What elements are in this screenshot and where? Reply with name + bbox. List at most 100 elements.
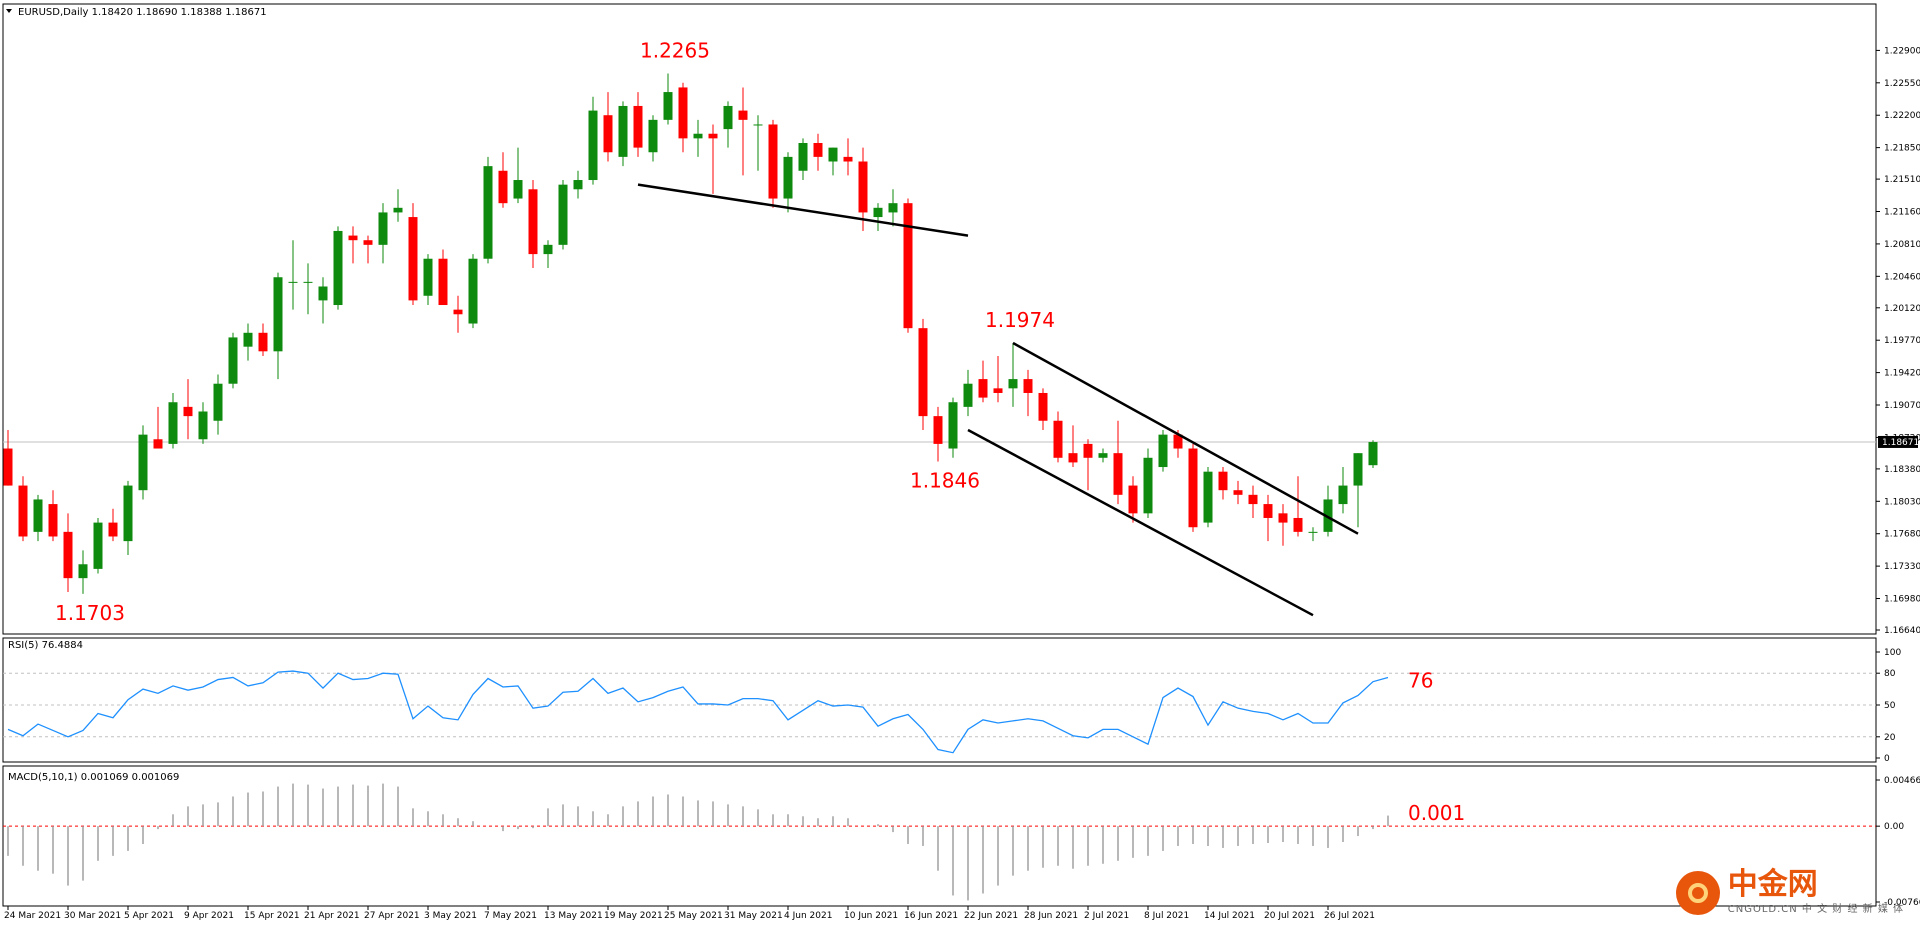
price-annotation: 1.1703	[55, 601, 125, 625]
macd-tick-label: 0.00	[1884, 822, 1904, 832]
candle-body	[828, 147, 838, 162]
candle-body	[1158, 434, 1168, 468]
candle-body	[93, 522, 103, 569]
candle-body	[1053, 420, 1063, 458]
rsi-label: RSI(5) 76.4884	[8, 640, 83, 651]
candle-body	[363, 240, 373, 245]
candle-body	[78, 564, 88, 579]
candle-body	[138, 434, 148, 491]
x-tick-label: 16 Jun 2021	[904, 911, 958, 921]
rsi-value-annotation: 76	[1408, 668, 1433, 692]
price-tick-label: 1.20120	[1884, 304, 1920, 314]
candle-body	[1143, 457, 1153, 514]
rsi-pane[interactable]: 100 80 50 20 0 76	[2, 637, 1901, 764]
candle-body	[153, 439, 163, 449]
x-tick-label: 19 May 2021	[604, 911, 663, 921]
candle-body	[453, 309, 463, 315]
rsi-tick-label: 80	[1884, 669, 1896, 679]
candle-body	[1308, 531, 1318, 533]
x-tick-label: 25 May 2021	[664, 911, 723, 921]
candle-body	[798, 142, 808, 171]
price-annotation: 1.1846	[910, 468, 980, 492]
price-tick-label: 1.18030	[1884, 497, 1920, 507]
candle-body	[168, 402, 178, 444]
candle-body	[393, 207, 403, 213]
candle-body	[123, 485, 133, 542]
macd-pane[interactable]: 0.004663 0.00 -0.007661 0.001	[2, 765, 1920, 908]
candle-body	[723, 105, 733, 130]
candle-body	[1338, 485, 1348, 505]
candle-body	[33, 499, 43, 532]
rsi-line	[7, 670, 1389, 754]
price-annotation: 1.2265	[640, 39, 710, 63]
candle-body	[1368, 442, 1378, 466]
candle-body	[258, 332, 268, 352]
candle-body	[663, 92, 673, 120]
candle-body	[1203, 471, 1213, 523]
candle-body	[183, 406, 193, 417]
macd-tick-label: 0.004663	[1884, 776, 1920, 786]
candle-body	[408, 217, 418, 301]
x-tick-label: 9 Apr 2021	[184, 911, 234, 921]
candle-body	[1218, 471, 1228, 491]
candle-body	[903, 203, 913, 329]
x-tick-label: 30 Mar 2021	[64, 911, 121, 921]
candle-body	[1293, 517, 1303, 532]
price-pane[interactable]: 1.22900 1.22550 1.22200 1.21850 1.21510 1.211…	[2, 3, 1920, 636]
candle-body	[1038, 392, 1048, 421]
current-price-box	[1878, 435, 1918, 448]
candle-body	[1188, 448, 1198, 528]
price-tick-label: 1.17680	[1884, 530, 1920, 540]
header-dropdown-icon[interactable]	[6, 9, 12, 13]
candle-body	[318, 286, 328, 301]
watermark-title: 中金网	[1727, 867, 1818, 902]
candle-body	[1128, 485, 1138, 514]
candle-body	[978, 379, 988, 398]
price-tick-label: 1.21850	[1884, 144, 1920, 154]
candle-body	[768, 124, 778, 199]
x-tick-label: 10 Jun 2021	[844, 911, 898, 921]
price-tick-label: 1.17330	[1884, 562, 1920, 572]
candle-body	[1083, 443, 1093, 458]
candle-body	[708, 133, 718, 139]
candle-body	[333, 230, 343, 306]
candle-body	[3, 448, 13, 486]
trendline	[967, 428, 1314, 617]
candle-body	[108, 522, 118, 537]
trendline	[637, 183, 969, 237]
rsi-tick-label: 50	[1884, 701, 1896, 711]
price-tick-label: 1.22200	[1884, 111, 1920, 121]
candle-body	[1263, 504, 1273, 518]
candle-body	[528, 189, 538, 255]
macd-value-annotation: 0.001	[1408, 801, 1465, 825]
candle-body	[1008, 379, 1018, 389]
price-tick-label: 1.18380	[1884, 465, 1920, 475]
price-tick-label: 1.20810	[1884, 240, 1920, 250]
candle-body	[483, 166, 493, 259]
price-tick-label: 1.21510	[1884, 175, 1920, 185]
price-tick-label: 1.22900	[1884, 46, 1920, 56]
candle-body	[213, 383, 223, 421]
candle-body	[648, 119, 658, 153]
candle-body	[738, 110, 748, 120]
x-tick-label: 4 Jun 2021	[784, 911, 832, 921]
candle-body	[498, 170, 508, 204]
candle-body	[918, 328, 928, 417]
candle-body	[1233, 490, 1243, 495]
candle-body	[198, 411, 208, 440]
rsi-tick-label: 20	[1884, 733, 1896, 743]
price-tick-label: 1.19770	[1884, 336, 1920, 346]
candle-body	[588, 110, 598, 181]
trendline	[1012, 341, 1359, 535]
symbol-header: EURUSD,Daily 1.18420 1.18690 1.18388 1.1…	[18, 7, 267, 18]
x-tick-label: 24 Mar 2021	[4, 911, 61, 921]
rsi-tick-label: 100	[1884, 648, 1901, 658]
candle-body	[753, 124, 763, 126]
candle-body	[843, 156, 853, 162]
price-tick-label: 1.22550	[1884, 79, 1920, 89]
candle-body	[603, 115, 613, 153]
price-tick-label: 1.19420	[1884, 369, 1920, 379]
candle-body	[573, 180, 583, 190]
macd-tick-label: -0.007661	[1884, 898, 1920, 908]
